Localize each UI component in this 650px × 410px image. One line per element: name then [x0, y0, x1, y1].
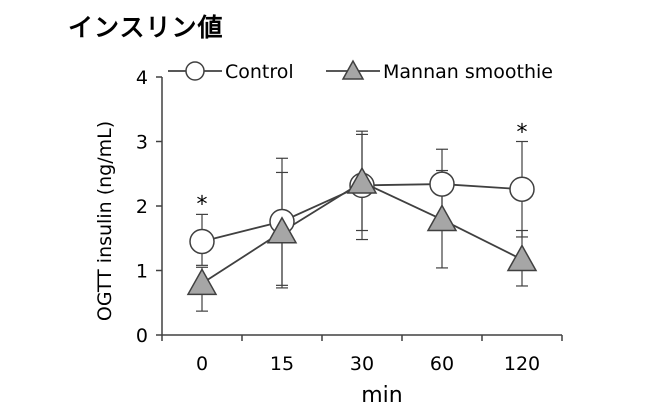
legend-label-mannan-smoothie: Mannan smoothie — [383, 61, 553, 83]
y-tick-label: 1 — [136, 261, 148, 283]
x-axis-label: min — [361, 383, 403, 408]
series-markers — [186, 166, 538, 296]
y-tick-label: 0 — [136, 325, 148, 347]
legend-marker-control — [185, 61, 205, 81]
y-tick-label: 2 — [136, 196, 148, 218]
data-point-mannan-smoothie — [346, 166, 378, 194]
data-point-mannan-smoothie — [426, 204, 458, 232]
data-point-control — [429, 171, 455, 197]
data-point-control — [509, 176, 535, 202]
data-point-mannan-smoothie — [186, 267, 218, 296]
y-tick-label: 3 — [136, 132, 148, 154]
axes: 0 1 2 3 4 0 15 30 60 120 min OGTT insulin (ng/mL) — [94, 67, 563, 408]
data-point-control — [189, 228, 215, 255]
x-tick-label: 60 — [430, 353, 454, 375]
x-tick-label: 120 — [504, 353, 540, 375]
significance-asterisk: * — [517, 120, 528, 145]
legend: Control Mannan smoothie — [168, 59, 553, 83]
x-tick-label: 0 — [196, 353, 208, 375]
data-point-mannan-smoothie — [506, 244, 538, 272]
page-title: インスリン値 — [68, 13, 224, 42]
x-tick-label: 30 — [350, 353, 374, 375]
significance-asterisk: * — [197, 193, 208, 218]
error-bars — [196, 130, 528, 312]
y-axis-label: OGTT insulin (ng/mL) — [94, 121, 116, 321]
x-tick-label: 15 — [270, 353, 294, 375]
data-point-mannan-smoothie — [266, 216, 298, 244]
y-tick-label: 4 — [136, 67, 148, 89]
legend-label-control: Control — [225, 61, 294, 83]
legend-marker-mannan-smoothie — [341, 59, 365, 80]
significance-annotations: ** — [197, 120, 528, 217]
